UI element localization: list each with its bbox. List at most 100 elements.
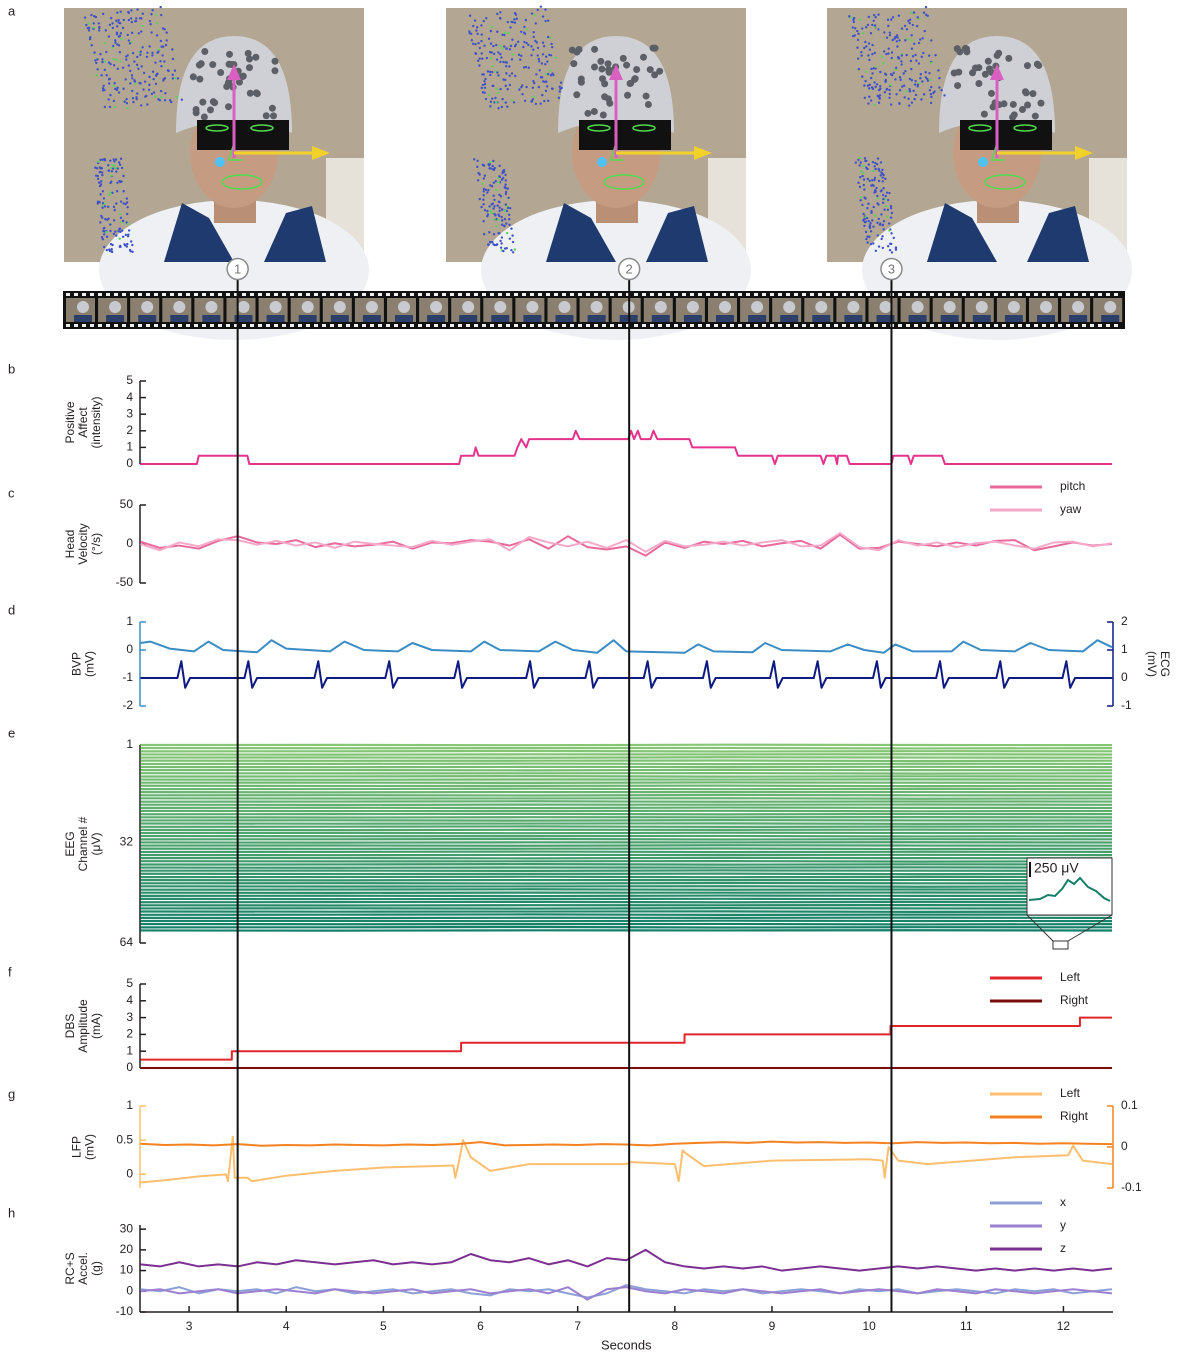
film-frame-head [655,301,667,313]
data-line [141,801,1113,802]
film-hole [290,324,294,327]
data-line [141,661,1113,688]
point-cloud-dot [495,88,497,90]
point-cloud-dot [160,96,162,98]
point-cloud-dot [533,96,535,98]
electrode [209,61,216,68]
film-hole [218,324,222,327]
point-cloud-dot [105,231,107,233]
film-frame-head [270,301,282,313]
point-cloud-dot [492,160,494,162]
y-axis-label: (mV) [83,651,97,677]
point-cloud-dot [878,245,880,247]
y-tick-label: 50 [120,497,134,511]
point-cloud-dot [469,15,471,17]
point-cloud-dot [859,18,861,20]
film-frame-head [141,301,153,313]
point-cloud-dot [910,60,912,62]
photo [446,5,751,340]
point-cloud-dot [136,92,138,94]
point-cloud-dot [868,87,870,89]
point-cloud-dot [476,26,478,28]
point-cloud-dot [495,44,497,46]
point-cloud-dot [96,68,98,70]
point-cloud-dot [493,213,495,215]
point-cloud-dot [506,105,508,107]
film-hole [1114,324,1118,327]
point-cloud-dot [874,86,876,88]
point-cloud-dot [541,62,543,64]
point-cloud-dot [163,28,165,30]
film-hole [330,324,334,327]
film-hole [1026,293,1030,296]
electrode [600,112,607,119]
point-cloud-dot [875,187,877,189]
film-hole [442,324,446,327]
film-hole [642,324,646,327]
point-cloud-dot [126,213,128,215]
point-cloud-dot [920,73,922,75]
point-cloud-dot [890,103,892,105]
film-hole [682,293,686,296]
point-cloud-dot [497,107,499,109]
legend-label: y [1060,1218,1066,1232]
point-cloud-dot [898,14,900,16]
film-hole [370,324,374,327]
electrode [269,105,276,112]
point-cloud-dot [107,164,109,166]
film-hole [1114,293,1118,296]
point-cloud-dot [498,201,500,203]
point-cloud-dot [103,197,105,199]
film-hole [594,293,598,296]
film-hole [290,293,294,296]
film-hole [994,324,998,327]
point-cloud-dot [504,32,506,34]
point-cloud-dot [93,22,95,24]
x-tick-label: 7 [574,1319,581,1333]
film-hole [282,293,286,296]
point-cloud-dot [879,85,881,87]
film-hole [658,293,662,296]
film-hole [538,293,542,296]
point-cloud-dot [561,87,563,89]
film-hole [466,324,470,327]
point-cloud-dot [857,39,859,41]
point-cloud-dot [514,75,516,77]
point-cloud-dot [555,56,557,58]
point-cloud-dot [517,41,519,43]
film-hole [746,324,750,327]
point-cloud-dot [870,210,872,212]
film-hole [658,324,662,327]
point-cloud-dot [475,29,477,31]
point-cloud-dot [507,32,509,34]
film-hole [298,293,302,296]
point-cloud-dot [537,54,539,56]
point-cloud-dot [532,87,534,89]
point-cloud-dot [93,27,95,29]
data-line [141,808,1113,809]
film-hole [426,324,430,327]
film-hole [746,293,750,296]
point-cloud-dot [149,23,151,25]
film-hole [834,324,838,327]
y-tick-label: 0 [126,1283,133,1297]
point-cloud-dot [879,71,881,73]
film-hole [346,324,350,327]
y2-tick-label: -1 [1121,698,1132,712]
point-cloud-dot [504,186,506,188]
point-cloud-dot [152,71,154,73]
film-hole [146,293,150,296]
y2-tick-label: 0 [1121,1139,1128,1153]
point-cloud-dot [891,57,893,59]
point-cloud-dot [104,60,106,62]
electrode [573,49,580,56]
point-cloud-dot [505,72,507,74]
film-hole [354,324,358,327]
y-axis-label: (intensity) [89,396,103,448]
data-line [141,757,1113,758]
point-cloud-dot [98,22,100,24]
film-hole [866,324,870,327]
point-cloud-dot [547,19,549,21]
film-hole [962,293,966,296]
y2-axis-label: ECG [1158,651,1172,677]
